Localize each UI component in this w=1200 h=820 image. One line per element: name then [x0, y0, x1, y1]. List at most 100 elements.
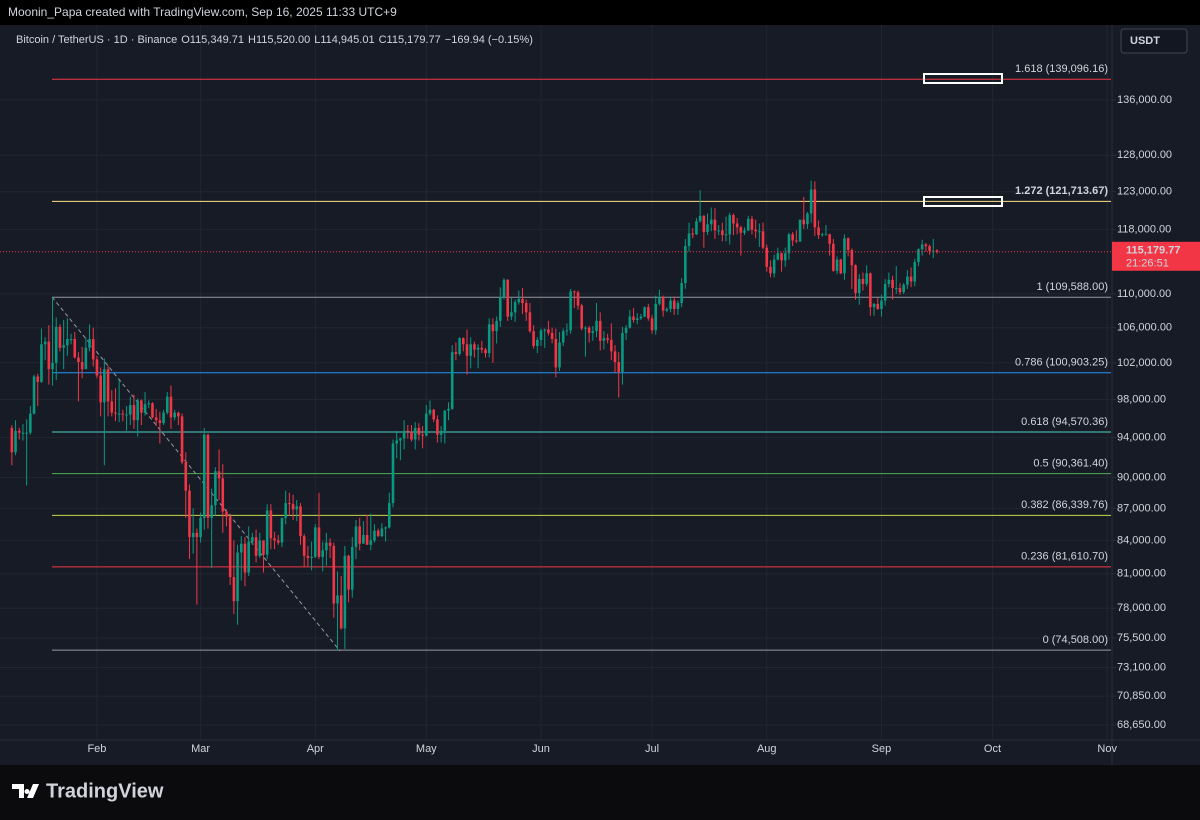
candle-body	[369, 540, 373, 545]
candle-body	[680, 283, 683, 304]
candle-body	[687, 233, 691, 247]
candle-body	[350, 546, 354, 590]
candle-body	[158, 420, 162, 424]
candle-body	[824, 234, 828, 236]
candle-body	[132, 405, 136, 421]
candle-body	[428, 409, 432, 414]
candle-body	[898, 288, 902, 293]
candle-body	[239, 543, 243, 553]
candle-body	[217, 471, 221, 479]
fib-trend-line	[51, 296, 341, 652]
candle-body	[846, 238, 850, 251]
candle-body	[569, 291, 572, 331]
candle-body	[843, 238, 846, 274]
candle-body	[502, 279, 506, 298]
candle-body	[121, 413, 125, 415]
candle-body	[95, 359, 99, 376]
candle-body	[820, 234, 824, 236]
candle-body	[332, 545, 336, 604]
candle-body	[506, 279, 510, 317]
candle-body	[328, 542, 332, 546]
highlight-box	[923, 196, 1003, 207]
candle-body	[225, 511, 228, 517]
candle-body	[62, 345, 65, 348]
candle-body	[154, 417, 158, 421]
candle-body	[724, 234, 728, 236]
candle-body	[676, 303, 680, 309]
candle-body	[162, 412, 165, 424]
candle-body	[269, 510, 273, 539]
candle-body	[406, 430, 410, 432]
candle-body	[880, 300, 883, 309]
candle-body	[151, 403, 154, 418]
candle-body	[202, 434, 206, 518]
candle-body	[480, 347, 484, 350]
candle-body	[743, 230, 746, 233]
candle-body	[632, 316, 635, 320]
candle-body	[380, 528, 384, 537]
attribution: Moonin_Papa created with TradingView.com…	[8, 5, 397, 19]
axes: 136,000.00 128,000.00 123,000.00 118,000.00…	[87, 94, 1200, 755]
current-price-box	[1112, 241, 1200, 271]
candle-body	[495, 320, 498, 332]
y-tick-label: 136,000.00	[1117, 94, 1172, 106]
candle-body	[580, 305, 584, 329]
legend-key: C	[379, 34, 387, 46]
candle-body	[935, 250, 939, 252]
countdown: 21:26:51	[1126, 258, 1169, 270]
x-tick-label: Nov	[1097, 743, 1117, 755]
candle-body	[188, 490, 191, 538]
candle-body	[325, 542, 328, 551]
candle-body	[236, 552, 239, 602]
candle-body	[894, 288, 898, 290]
candle-body	[835, 259, 839, 271]
candle-body	[761, 231, 765, 248]
candle-body	[561, 331, 565, 343]
candle-body	[391, 443, 395, 504]
candle-body	[654, 303, 658, 331]
candle-body	[839, 259, 843, 274]
fib-label: 0.786 (100,903.25)	[1015, 357, 1108, 369]
candle-body	[373, 530, 376, 541]
candle-body	[647, 307, 650, 319]
symbol: Bitcoin / TetherUS · 1D · Binance	[16, 34, 177, 46]
candle-body	[191, 532, 195, 538]
x-tick-label: May	[416, 743, 437, 755]
candle-body	[210, 505, 213, 518]
currency-box[interactable]	[1120, 28, 1188, 54]
candle-body	[443, 410, 447, 431]
x-tick-label: Oct	[984, 743, 1001, 755]
candle-body	[29, 413, 32, 433]
candle-body	[410, 431, 413, 440]
candle-body	[606, 338, 609, 340]
candle-body	[184, 462, 188, 491]
candle-body	[491, 324, 495, 332]
candle-body	[883, 283, 887, 301]
y-tick-label: 81,000.00	[1117, 568, 1166, 580]
fib-levels: 1.618 (139,096.16) 1.272 (121,713.67) 1 (1…	[52, 63, 1111, 651]
candle-body	[177, 412, 180, 417]
candle-body	[106, 369, 110, 402]
candle-body	[195, 532, 199, 538]
fib-label: 0 (74,508.00)	[1043, 634, 1108, 646]
candle-body	[783, 253, 787, 261]
candle-body	[384, 527, 387, 529]
candle-body	[865, 273, 868, 284]
candle-body	[909, 276, 913, 282]
candle-body	[17, 430, 21, 433]
candle-body	[772, 259, 776, 274]
fib-label: 1.618 (139,096.16)	[1015, 63, 1108, 75]
x-tick-label: Jun	[532, 743, 550, 755]
candle-body	[658, 297, 661, 304]
candle-body	[214, 471, 217, 506]
candle-body	[476, 347, 480, 350]
legend-value: 115,520.00	[256, 34, 310, 46]
candle-body	[280, 517, 284, 543]
fib-label: 0.236 (81,610.70)	[1021, 551, 1108, 563]
candle-body	[140, 400, 143, 413]
candle-body	[228, 516, 232, 578]
legend-change: −169.94 (−0.15%)	[445, 34, 533, 46]
candle-body	[14, 430, 17, 453]
candle-body	[787, 234, 791, 254]
